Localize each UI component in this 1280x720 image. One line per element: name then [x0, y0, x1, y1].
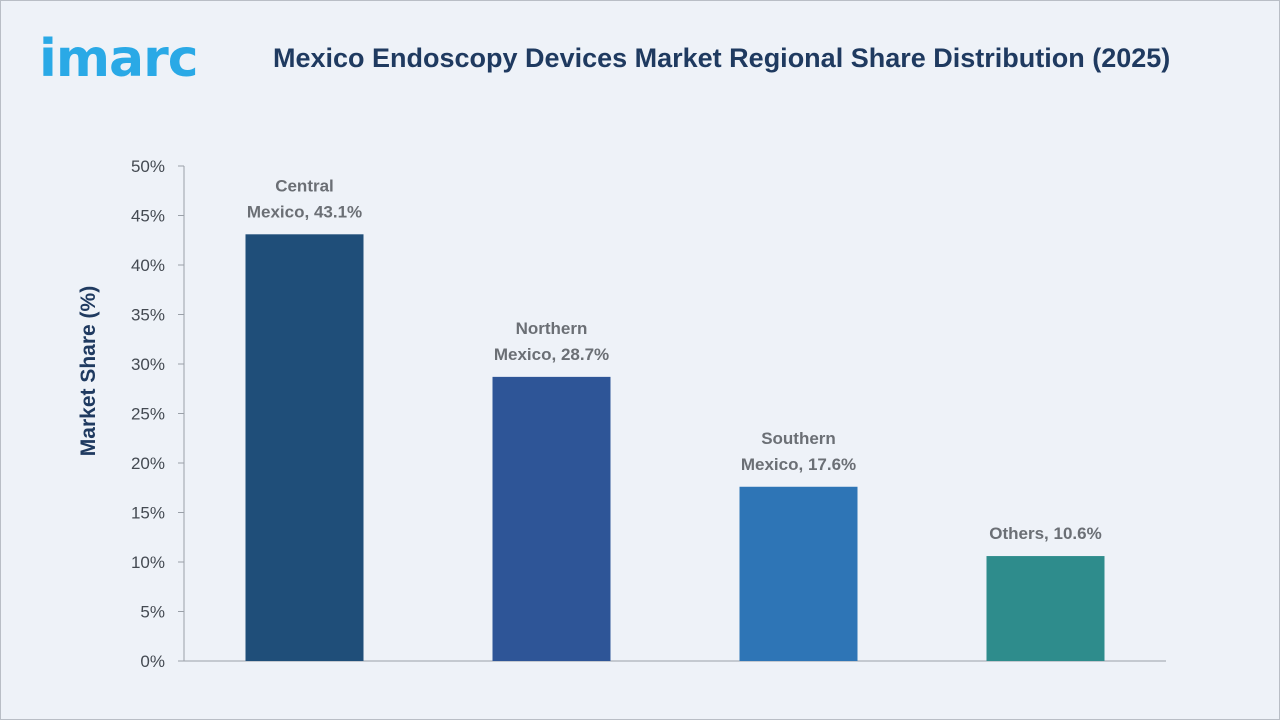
logo-text: imarc [39, 29, 199, 89]
y-tick-label: 25% [131, 405, 165, 424]
bar-data-label: Central [275, 176, 334, 195]
y-tick-label: 15% [131, 504, 165, 523]
chart-title: Mexico Endoscopy Devices Market Regional… [273, 43, 1171, 73]
y-tick-label: 45% [131, 207, 165, 226]
bar-data-label: Mexico, 28.7% [494, 345, 609, 364]
y-tick-label: 30% [131, 355, 165, 374]
y-tick-label: 40% [131, 256, 165, 275]
y-tick-label: 5% [140, 603, 165, 622]
y-tick-label: 0% [140, 652, 165, 671]
bar [245, 234, 364, 661]
y-tick-label: 20% [131, 454, 165, 473]
y-tick-label: 10% [131, 553, 165, 572]
imarc-logo: imarc [21, 15, 221, 85]
y-tick-label: 35% [131, 306, 165, 325]
bar-data-label: Others, 10.6% [989, 524, 1101, 543]
bar-data-label: Southern [761, 429, 836, 448]
y-tick-label: 50% [131, 157, 165, 176]
bar [492, 376, 611, 661]
bar-data-label: Mexico, 17.6% [741, 455, 856, 474]
bar-data-label: Northern [516, 319, 588, 338]
bar [739, 486, 858, 661]
bar-data-label: Mexico, 43.1% [247, 202, 362, 221]
bar [986, 556, 1105, 661]
